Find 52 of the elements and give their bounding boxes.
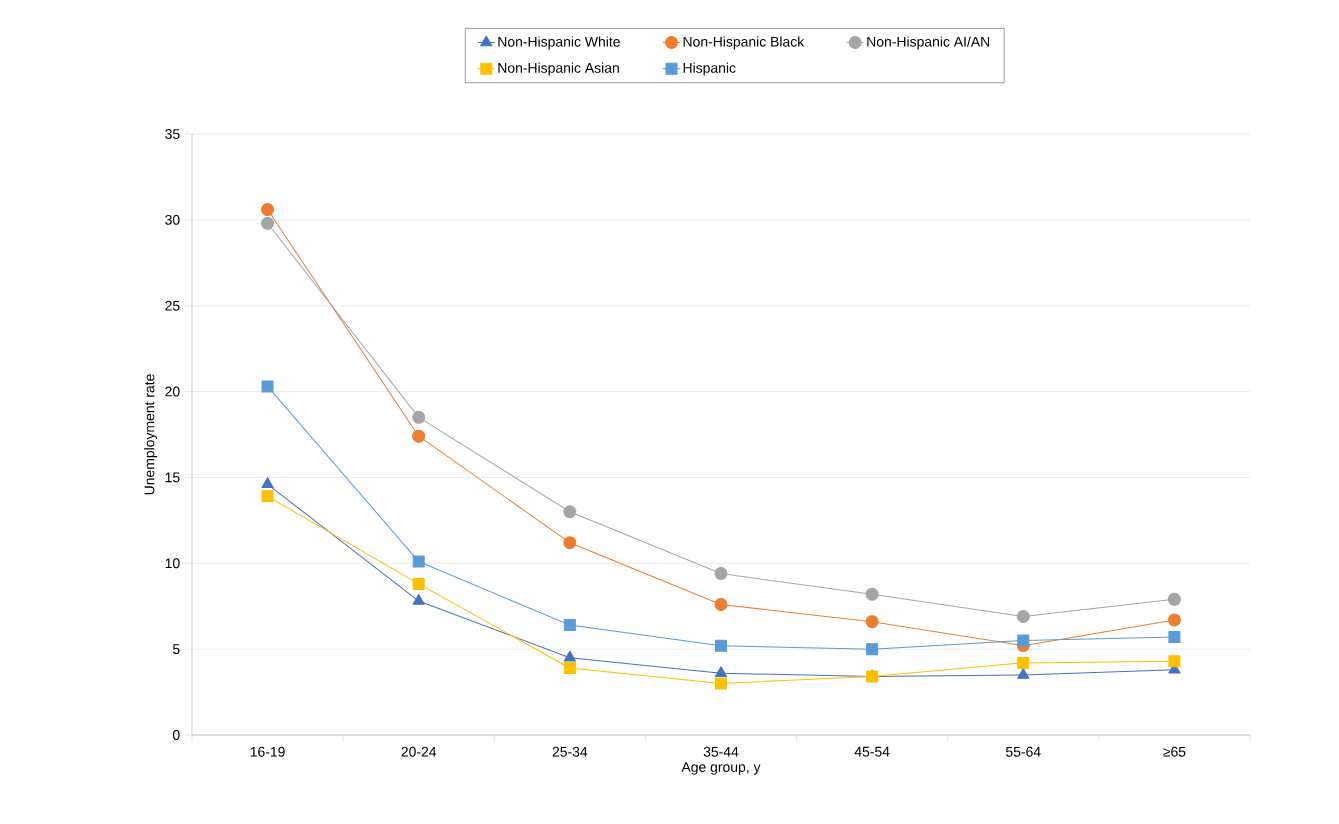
point	[1167, 592, 1181, 606]
point	[563, 662, 576, 675]
y-tick-label: 5	[172, 644, 180, 655]
point	[714, 666, 728, 677]
y-tick-label: 0	[172, 730, 180, 740]
point	[261, 477, 274, 489]
point	[563, 505, 577, 519]
point	[1168, 655, 1181, 668]
y-tick-label: 35	[165, 129, 180, 139]
y-tick-label: 30	[165, 214, 180, 225]
point	[865, 615, 879, 629]
point	[563, 650, 576, 662]
x-tick-label: 55-64	[1006, 746, 1041, 757]
point	[412, 594, 425, 605]
point	[1017, 634, 1030, 647]
x-tick-label: 45-54	[854, 746, 890, 757]
point	[563, 536, 577, 550]
x-tick-label: ≥65	[1163, 746, 1186, 757]
point	[1168, 631, 1181, 644]
point	[1016, 610, 1030, 624]
x-tick-label: 16-19	[250, 746, 285, 757]
point	[412, 555, 425, 568]
point	[261, 380, 274, 393]
point	[714, 677, 727, 690]
point	[412, 429, 426, 443]
y-axis-title: Unemployment rate	[144, 374, 158, 495]
x-tick-label: 25-34	[552, 746, 588, 757]
legend-label: Non-Hispanic Black	[683, 36, 805, 50]
point	[1017, 656, 1030, 669]
x-tick-label: 35-44	[703, 746, 739, 757]
point	[714, 597, 728, 611]
point	[563, 619, 576, 632]
x-axis-title: Age group, y	[681, 762, 761, 775]
y-tick-label: 10	[165, 558, 180, 569]
point	[714, 567, 728, 581]
point	[261, 216, 275, 230]
point	[866, 643, 879, 656]
legend-label: Non-Hispanic AI/AN	[867, 36, 990, 50]
y-tick-label: 15	[165, 472, 180, 483]
x-tick-label: 20-24	[401, 746, 437, 757]
legend-label: Non-Hispanic Asian	[498, 62, 619, 76]
point	[714, 639, 727, 652]
legend-label: Non-Hispanic White	[498, 36, 620, 50]
legend-label: Hispanic	[683, 62, 736, 76]
point	[865, 587, 879, 601]
y-tick-label: 20	[165, 386, 180, 397]
point	[1167, 613, 1181, 627]
point	[261, 203, 275, 217]
point	[412, 410, 426, 424]
point	[261, 490, 274, 503]
point	[412, 577, 425, 590]
y-tick-label: 25	[165, 300, 180, 311]
